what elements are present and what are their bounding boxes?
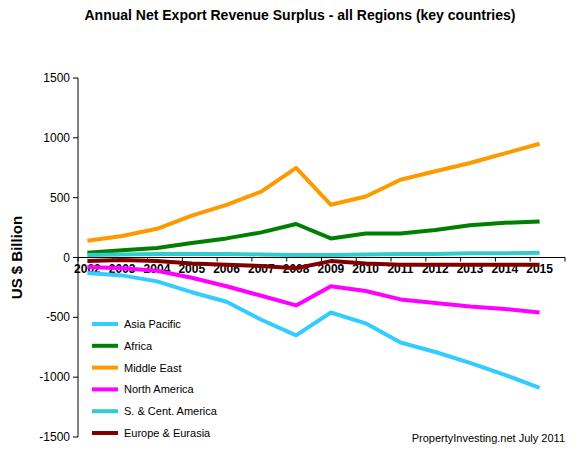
y-tick bbox=[73, 377, 78, 378]
y-tick bbox=[73, 257, 78, 258]
series-line bbox=[87, 253, 539, 255]
x-tick bbox=[565, 258, 566, 262]
legend-label: S. & Cent. America bbox=[124, 405, 218, 417]
y-tick-label: -500 bbox=[46, 310, 70, 324]
series-line bbox=[87, 267, 539, 312]
legend-swatch bbox=[92, 322, 118, 326]
chart: Annual Net Export Revenue Surplus - all … bbox=[0, 0, 579, 453]
legend-label: North America bbox=[124, 383, 195, 395]
y-tick-label: 500 bbox=[50, 191, 70, 205]
y-tick-label: -1500 bbox=[39, 430, 70, 444]
y-tick-label: 1500 bbox=[43, 71, 70, 85]
y-tick bbox=[73, 437, 78, 438]
plot-area bbox=[87, 144, 539, 388]
series-line bbox=[87, 222, 539, 253]
legend-label: Asia Pacific bbox=[124, 318, 181, 330]
y-tick bbox=[73, 137, 78, 138]
legend-swatch bbox=[92, 344, 118, 348]
annotation: PropertyInvesting.net July 2011 bbox=[412, 432, 565, 444]
y-tick-label: 1000 bbox=[43, 131, 70, 145]
y-axis-label: US $ Billion bbox=[8, 216, 25, 299]
y-tick-label: 0 bbox=[63, 251, 70, 265]
background bbox=[0, 0, 579, 453]
y-tick bbox=[73, 78, 78, 79]
legend-swatch bbox=[92, 366, 118, 370]
y-tick-label: -1000 bbox=[39, 370, 70, 384]
legend-label: Europe & Eurasia bbox=[124, 427, 211, 439]
legend-label: Middle East bbox=[124, 362, 181, 374]
legend-swatch bbox=[92, 409, 118, 413]
title: Annual Net Export Revenue Surplus - all … bbox=[85, 7, 516, 23]
legend-swatch bbox=[92, 431, 118, 435]
legend-label: Africa bbox=[124, 340, 153, 352]
legend-swatch bbox=[92, 387, 118, 391]
series-line bbox=[87, 144, 539, 241]
y-axis bbox=[78, 78, 79, 437]
series-line bbox=[87, 260, 539, 268]
series-line bbox=[87, 273, 539, 388]
y-tick bbox=[73, 197, 78, 198]
y-tick bbox=[73, 317, 78, 318]
